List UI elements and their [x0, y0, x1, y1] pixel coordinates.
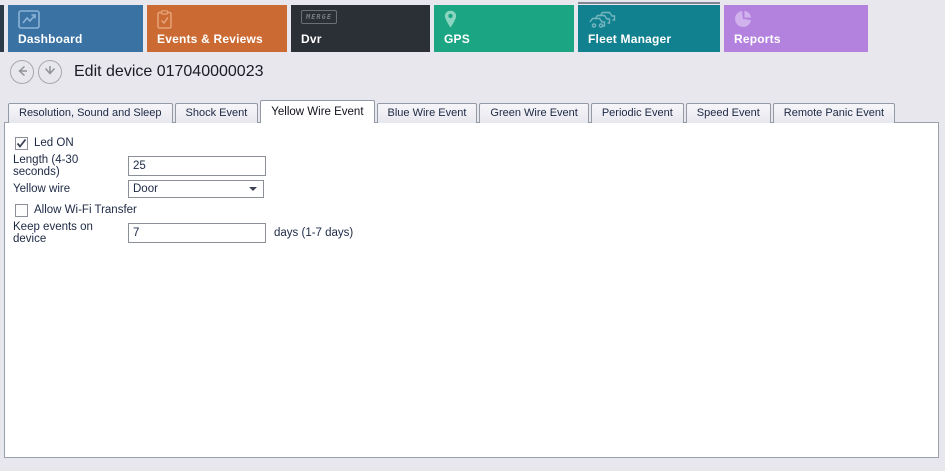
nav-tile-label: Dashboard	[18, 32, 83, 46]
nav-edge-sliver	[0, 5, 4, 52]
keep-events-row: Keep events on device days (1-7 days)	[13, 221, 938, 245]
keep-events-suffix: days (1-7 days)	[274, 227, 354, 239]
keep-events-label: Keep events on device	[13, 221, 93, 245]
tab-remote-panic-event[interactable]: Remote Panic Event	[772, 103, 896, 123]
yellow-wire-event-panel: Led ON Length (4-30 seconds) Yellow wire…	[4, 122, 939, 458]
map-pin-icon	[444, 10, 564, 30]
checkmark-icon	[16, 138, 27, 148]
wifi-transfer-label: Allow Wi-Fi Transfer	[34, 204, 137, 216]
down-arrow-icon	[43, 64, 57, 81]
tab-blue-wire-event[interactable]: Blue Wire Event	[376, 103, 478, 123]
wifi-transfer-checkbox[interactable]	[15, 203, 28, 217]
pie-chart-icon	[734, 10, 858, 30]
fleet-cars-icon	[588, 10, 710, 30]
tab-yellow-wire-event[interactable]: Yellow Wire Event	[260, 100, 375, 123]
back-button[interactable]	[10, 60, 34, 84]
length-row: Length (4-30 seconds)	[13, 154, 938, 178]
wifi-transfer-row: Allow Wi-Fi Transfer	[15, 203, 938, 217]
led-on-checkbox[interactable]	[15, 136, 28, 150]
tab-shock-event[interactable]: Shock Event	[174, 103, 259, 123]
yellow-wire-dropdown[interactable]: Door	[128, 180, 264, 198]
nav-tile-label: GPS	[444, 32, 470, 46]
length-label: Length (4-30 seconds)	[13, 154, 79, 178]
nav-tile-label: Reports	[734, 32, 781, 46]
nav-tile-label: Fleet Manager	[588, 32, 672, 46]
tab-green-wire-event[interactable]: Green Wire Event	[479, 103, 589, 123]
tab-periodic-event[interactable]: Periodic Event	[590, 103, 684, 123]
led-on-label: Led ON	[34, 137, 74, 149]
nav-tile-gps[interactable]: GPS	[434, 5, 574, 52]
page-header: Edit device 017040000023	[10, 58, 264, 86]
clipboard-check-icon	[157, 10, 277, 30]
nav-tile-fleet-manager[interactable]: Fleet Manager	[578, 2, 720, 52]
tab-resolution-sound-sleep[interactable]: Resolution, Sound and Sleep	[8, 103, 173, 123]
nav-tile-reports[interactable]: Reports	[724, 5, 868, 52]
trend-chart-icon	[18, 10, 133, 30]
dvr-badge-icon: MERGE	[301, 10, 420, 30]
led-on-row: Led ON	[15, 136, 938, 150]
tab-speed-event[interactable]: Speed Event	[685, 103, 771, 123]
yellow-wire-selected-value: Door	[133, 183, 158, 195]
page-title: Edit device 017040000023	[74, 63, 264, 80]
length-input[interactable]	[128, 156, 266, 176]
nav-tile-label: Events & Reviews	[157, 32, 263, 46]
nav-tile-label: Dvr	[301, 32, 322, 46]
nav-tile-dvr[interactable]: MERGE Dvr	[291, 5, 430, 52]
yellow-wire-label: Yellow wire	[13, 183, 71, 195]
nav-tile-events-reviews[interactable]: Events & Reviews	[147, 5, 287, 52]
expand-down-button[interactable]	[38, 60, 62, 84]
keep-events-input[interactable]	[128, 223, 266, 243]
main-nav: Dashboard Events & Reviews MERGE Dvr GPS	[0, 2, 872, 52]
left-arrow-icon	[15, 64, 29, 81]
chevron-down-icon	[249, 187, 257, 191]
yellow-wire-row: Yellow wire Door	[13, 180, 938, 198]
event-tabs: Resolution, Sound and Sleep Shock Event …	[8, 100, 897, 123]
nav-tile-dashboard[interactable]: Dashboard	[8, 5, 143, 52]
